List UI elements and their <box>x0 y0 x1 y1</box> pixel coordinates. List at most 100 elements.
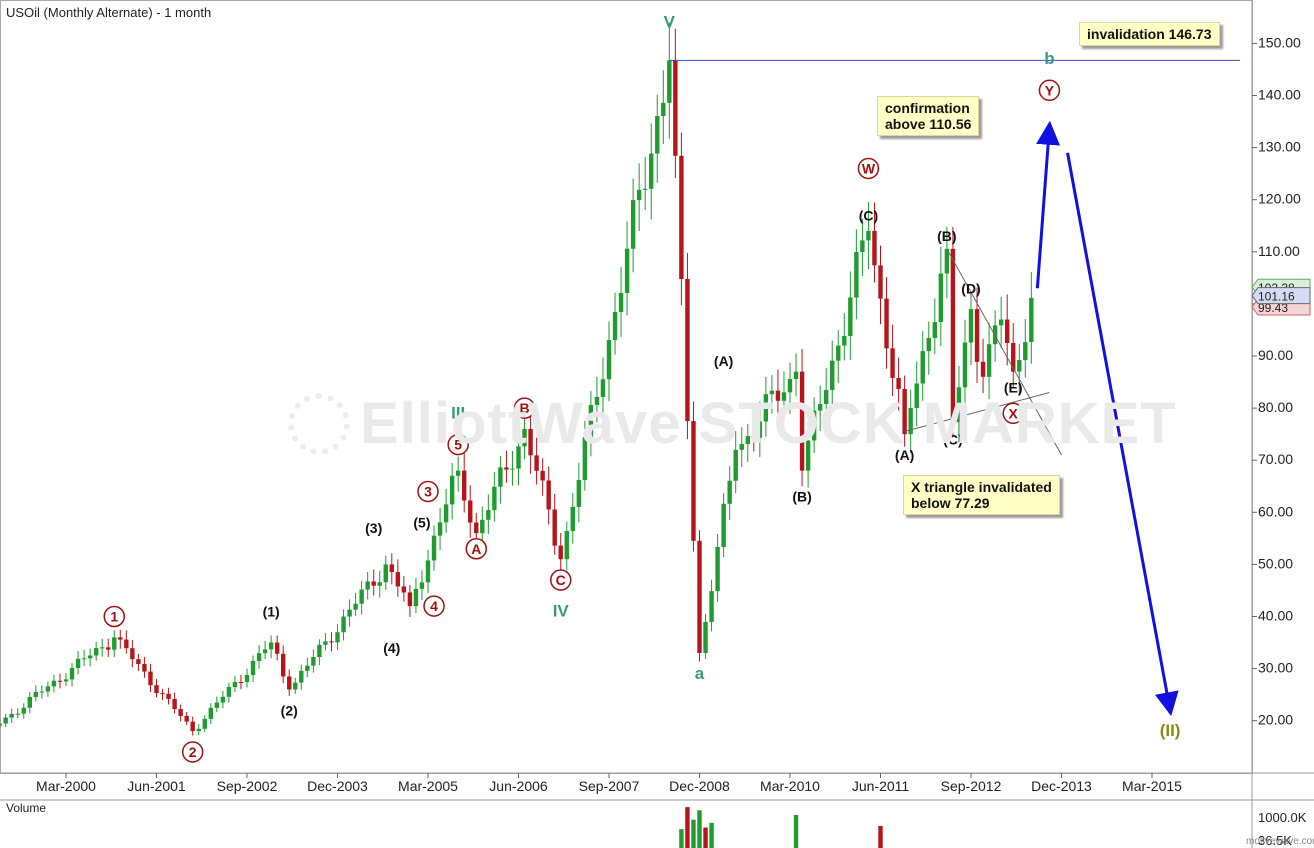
candle-up <box>9 713 14 718</box>
candle-down <box>148 671 153 686</box>
candle-up <box>226 687 232 697</box>
candle-up <box>335 632 340 643</box>
candle-up <box>87 655 93 659</box>
candle-up <box>3 717 8 724</box>
candle-up <box>661 102 666 117</box>
y-tick-label: 20.00 <box>1258 712 1293 728</box>
candle-down <box>799 371 805 471</box>
y-tick-label: 130.00 <box>1258 139 1301 155</box>
candle-down <box>950 248 956 423</box>
candle-down <box>106 647 111 650</box>
x-tick-label: Sep-2007 <box>579 778 640 794</box>
candle-up <box>733 449 738 481</box>
x-tick-label: Dec-2003 <box>307 778 368 794</box>
candle-down <box>504 467 509 470</box>
candle-up <box>262 649 268 654</box>
wave-label: (B) <box>937 228 956 244</box>
wave-label-circle <box>549 569 572 591</box>
candle-down <box>546 480 551 510</box>
candle-down <box>679 155 684 279</box>
triangle-trendline <box>904 391 1050 433</box>
wave-label: 1 <box>110 609 118 625</box>
wave-label: C <box>556 572 566 588</box>
wave-label: (D) <box>961 280 980 296</box>
volume-bar <box>709 822 714 848</box>
candle-up <box>33 691 39 697</box>
candle-up <box>588 404 594 438</box>
wave-label: (C) <box>859 207 878 223</box>
candle-up <box>93 648 99 656</box>
wave-label: (B) <box>792 489 811 505</box>
x-tick-label: Mar-2010 <box>760 778 820 794</box>
watermark: ElliottWave STOCK MARKET <box>360 391 1177 456</box>
candle-up <box>413 588 419 607</box>
candle-up <box>1017 360 1022 372</box>
candle-up <box>944 248 950 274</box>
volume-bar <box>697 810 702 848</box>
candle-up <box>0 723 2 726</box>
y-tick-label: 80.00 <box>1258 399 1293 415</box>
candle-up <box>299 670 304 683</box>
candle-up <box>866 230 871 241</box>
candle-up <box>667 60 672 103</box>
candle-down <box>1011 342 1016 372</box>
candle-up <box>630 200 636 249</box>
candle-down <box>697 540 702 653</box>
candle-up <box>425 560 431 583</box>
candle-up <box>202 718 207 729</box>
volume-bar <box>793 815 799 848</box>
candle-up <box>377 582 382 586</box>
axes: 20.00 30.00 40.00 50.00 60.00 70.00 80.00 90.00… <box>36 34 1311 848</box>
forecast-arrow <box>1066 152 1179 717</box>
triangle-trendline <box>946 248 1062 456</box>
x-tick-label: Sep-2002 <box>217 778 278 794</box>
candle-up <box>612 311 618 341</box>
candle-up <box>27 696 32 708</box>
candle-up <box>739 444 744 450</box>
candle-down <box>154 685 159 694</box>
candle-up <box>39 691 45 693</box>
wave-label-circle <box>513 397 536 419</box>
y-tick-label: 90.00 <box>1258 347 1293 363</box>
candle-up <box>636 189 642 201</box>
candle-down <box>407 592 413 607</box>
watermark-logo-icon <box>288 393 350 455</box>
y-tick-label: 40.00 <box>1258 608 1293 624</box>
candle-up <box>112 637 117 650</box>
candle-down <box>389 564 394 573</box>
candle-up <box>293 682 298 690</box>
wave-label: X <box>1009 405 1019 421</box>
wave-label: III <box>451 403 465 422</box>
candle-up <box>480 519 485 534</box>
candle-down <box>474 522 479 534</box>
wave-label: (A) <box>714 353 733 369</box>
candle-up <box>618 292 624 312</box>
candle-up <box>763 394 769 422</box>
wave-label: (A) <box>895 447 914 463</box>
x-tick-label: Jun-2001 <box>127 778 186 794</box>
candle-up <box>341 616 346 633</box>
wave-label: b <box>1044 49 1054 68</box>
candle-up <box>250 660 256 675</box>
wave-label: (II) <box>1160 721 1181 740</box>
wave-label: W <box>862 160 876 176</box>
wave-label: (2) <box>281 702 298 718</box>
candle-up <box>769 390 775 395</box>
candle-down <box>395 572 401 587</box>
candle-up <box>69 667 75 680</box>
candle-up <box>516 446 521 469</box>
candle-up <box>383 564 388 583</box>
candle-up <box>220 696 226 703</box>
candle-down <box>468 500 473 523</box>
candle-down <box>691 421 696 541</box>
candle-up <box>100 647 105 649</box>
wave-label: 4 <box>430 598 438 614</box>
candle-up <box>962 342 968 388</box>
triangle-note-line1: X triangle invalidated <box>911 479 1052 495</box>
candle-up <box>196 728 201 732</box>
confirmation-note: confirmation above 110.56 <box>877 96 980 136</box>
candle-down <box>974 309 980 362</box>
wave-label: IV <box>553 601 570 620</box>
wave-labels: 12(1)(2)(3)(4)(5)345IIIABCIV(I)Va(A)(B)W… <box>103 0 1181 763</box>
